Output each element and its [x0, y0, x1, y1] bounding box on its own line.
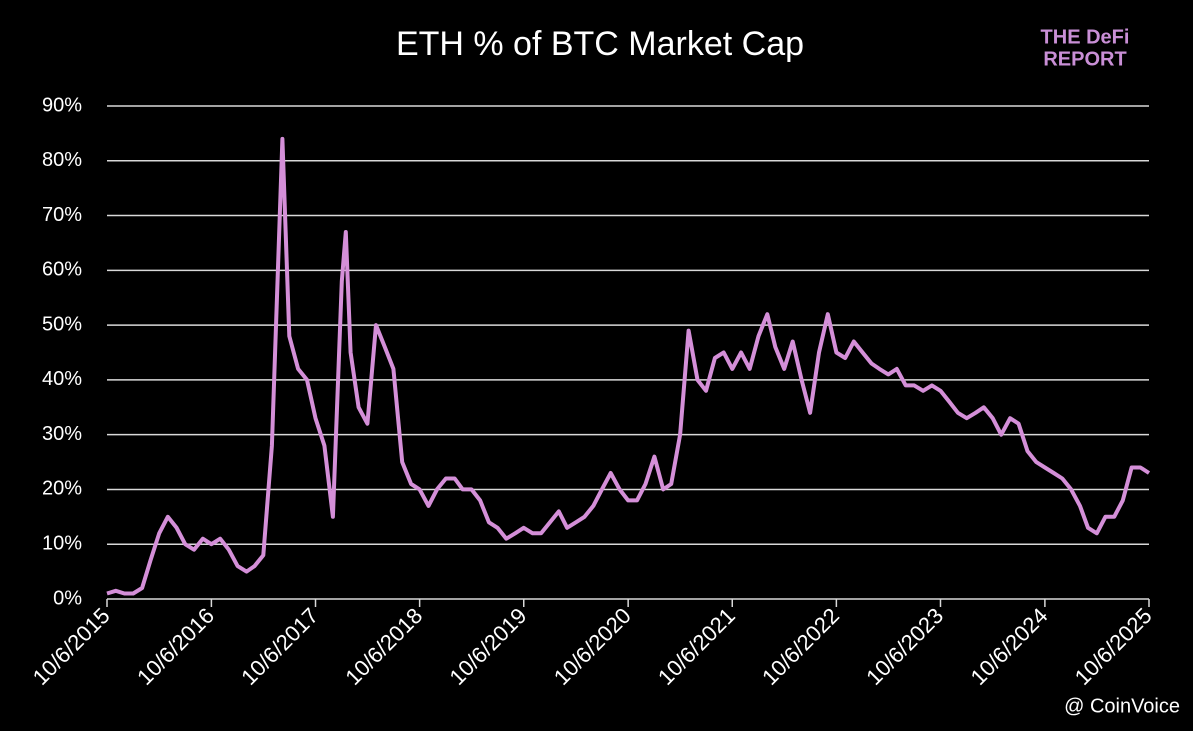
y-tick-label: 80%: [42, 149, 82, 171]
y-tick-label: 60%: [42, 259, 82, 281]
data-line: [106, 136, 1151, 596]
logo-line: THE DeFi: [1041, 26, 1130, 48]
y-tick-label: 30%: [42, 423, 82, 445]
y-tick-label: 90%: [42, 94, 82, 116]
y-tick-label: 70%: [42, 204, 82, 226]
y-tick-label: 0%: [53, 587, 82, 609]
y-tick-label: 40%: [42, 368, 82, 390]
watermark: @ CoinVoice: [1064, 695, 1180, 717]
y-tick-label: 10%: [42, 533, 82, 555]
chart-title: ETH % of BTC Market Cap: [396, 25, 804, 63]
y-tick-label: 20%: [42, 478, 82, 500]
y-tick-label: 50%: [42, 313, 82, 335]
logo-line: REPORT: [1043, 48, 1126, 70]
